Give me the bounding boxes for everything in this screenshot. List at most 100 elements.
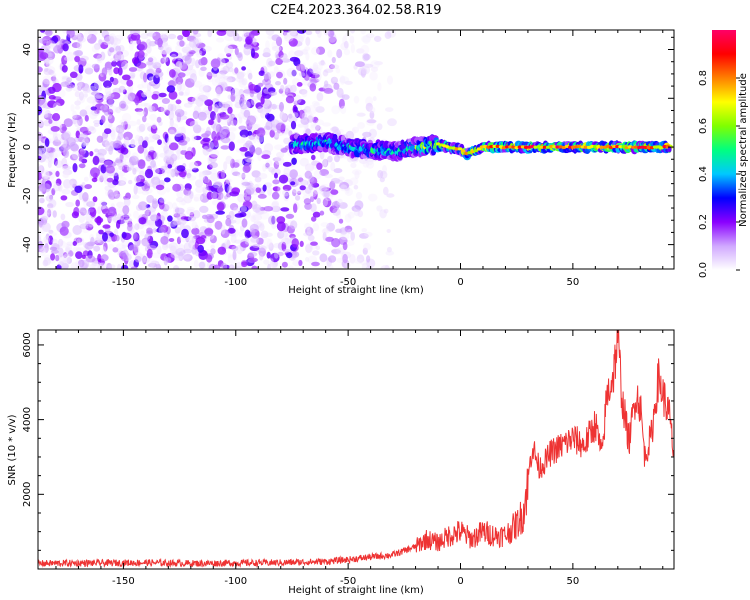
- noise-cell: [339, 75, 346, 85]
- noise-cell: [166, 85, 176, 93]
- noise-cell: [74, 185, 83, 193]
- noise-cell: [133, 184, 138, 195]
- noise-cell: [251, 265, 258, 269]
- noise-cell: [297, 177, 304, 183]
- noise-cell: [231, 113, 242, 118]
- noise-cell: [154, 39, 164, 45]
- noise-cell: [141, 254, 147, 264]
- noise-cell: [134, 223, 140, 231]
- noise-cell: [50, 253, 56, 261]
- noise-cell: [331, 105, 341, 115]
- noise-cell: [250, 237, 259, 243]
- noise-cell: [72, 114, 82, 120]
- noise-cell: [79, 109, 88, 117]
- noise-cell: [289, 30, 297, 36]
- noise-cell: [227, 253, 232, 258]
- noise-cell: [216, 30, 227, 36]
- noise-cell: [158, 92, 167, 98]
- noise-cell: [322, 190, 328, 198]
- noise-cell: [340, 105, 347, 115]
- y-tick-label: 0: [22, 144, 33, 150]
- colorbar-tick-label: 0.2: [698, 214, 709, 230]
- noise-cell: [331, 56, 336, 64]
- noise-cell: [228, 264, 235, 269]
- noise-cell: [363, 53, 371, 61]
- noise-cell: [175, 247, 186, 256]
- noise-cell: [150, 176, 161, 185]
- noise-cell: [193, 124, 202, 134]
- noise-cell: [150, 134, 160, 139]
- noise-cell: [275, 58, 283, 65]
- noise-cell: [336, 210, 341, 219]
- noise-cell: [72, 225, 82, 235]
- colorbar-tick-label: 0.6: [698, 118, 709, 134]
- noise-cell: [107, 264, 116, 269]
- noise-cell: [115, 106, 122, 114]
- snr-y-ticks: 2000 4000 6000: [22, 332, 674, 551]
- noise-cell: [377, 82, 382, 92]
- noise-cell: [141, 79, 149, 89]
- noise-cell: [62, 169, 73, 176]
- noise-cell: [62, 165, 70, 172]
- noise-cell: [110, 130, 116, 141]
- noise-cell: [262, 184, 267, 192]
- noise-cell: [384, 31, 392, 39]
- noise-cell: [385, 107, 394, 112]
- noise-cell: [44, 89, 50, 95]
- noise-cell: [235, 92, 241, 100]
- noise-cell: [178, 61, 188, 70]
- noise-cell: [49, 194, 54, 200]
- noise-cell: [282, 248, 291, 253]
- noise-cell: [209, 148, 220, 158]
- noise-cell: [191, 134, 197, 142]
- noise-cell: [38, 89, 41, 96]
- noise-cell: [172, 183, 182, 192]
- noise-cell: [305, 226, 314, 236]
- noise-cell: [290, 120, 297, 130]
- noise-cell: [146, 220, 156, 229]
- noise-cell: [134, 95, 140, 106]
- noise-cell: [100, 254, 109, 262]
- noise-cell: [384, 264, 390, 269]
- noise-cell: [214, 114, 219, 124]
- noise-cell: [296, 99, 306, 106]
- noise-cell: [312, 250, 320, 256]
- noise-cell: [128, 179, 133, 185]
- noise-cell: [63, 139, 68, 148]
- noise-cell: [187, 41, 196, 51]
- noise-cell: [144, 209, 152, 217]
- noise-cell: [165, 187, 171, 193]
- noise-cell: [161, 169, 167, 176]
- noise-cell: [38, 152, 47, 163]
- noise-cell: [116, 214, 125, 221]
- noise-cell: [146, 73, 154, 81]
- noise-cell: [238, 116, 243, 124]
- noise-cell: [212, 264, 221, 269]
- noise-cell: [126, 167, 132, 172]
- noise-cell: [246, 115, 257, 125]
- noise-cell: [284, 191, 290, 200]
- noise-cell: [132, 167, 137, 175]
- noise-cell: [220, 229, 230, 238]
- noise-cell: [196, 52, 203, 58]
- noise-cell: [109, 35, 118, 45]
- noise-cell: [183, 168, 193, 173]
- noise-cell: [199, 205, 209, 213]
- noise-cell: [198, 84, 209, 93]
- noise-cell: [283, 137, 291, 145]
- noise-cell: [150, 159, 157, 168]
- noise-cell: [245, 140, 253, 148]
- noise-cell: [184, 70, 190, 77]
- noise-cell: [376, 205, 383, 212]
- noise-cell: [80, 259, 90, 269]
- noise-cell: [232, 250, 237, 261]
- colorbar-tick-label: 0.8: [698, 70, 709, 86]
- noise-cell: [277, 185, 282, 195]
- signal-core-cell: [457, 147, 463, 151]
- noise-cell: [250, 235, 259, 245]
- noise-cell: [97, 206, 102, 215]
- noise-cell: [99, 262, 108, 269]
- noise-cell: [220, 103, 230, 108]
- noise-cell: [286, 67, 297, 78]
- noise-cell: [47, 208, 52, 218]
